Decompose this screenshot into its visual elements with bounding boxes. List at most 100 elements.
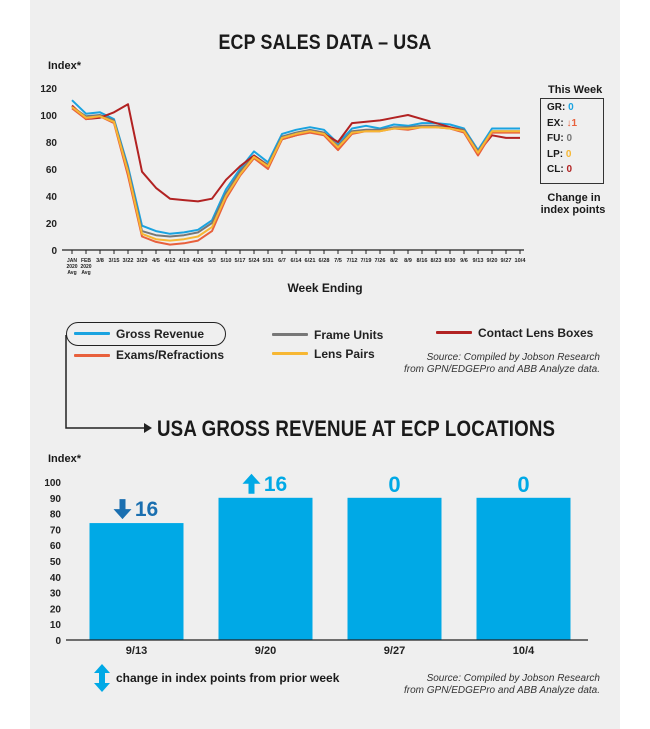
this-week-value: 0 [566, 164, 573, 175]
bar-y-tick-label: 10 [50, 620, 62, 631]
legend-gross-revenue: Gross Revenue [116, 327, 205, 341]
legend-lens-pairs: Lens Pairs [314, 347, 375, 361]
this-week-label: EX: [547, 117, 567, 129]
bar-change-label: 0 [517, 472, 529, 497]
this-week-label: FU: [547, 133, 567, 144]
line-x-tick-label: 8/16 [417, 258, 428, 264]
source-note-1-line1: Source: Compiled by Jobson Research [426, 352, 600, 363]
line-chart-xlabel: Week Ending [287, 281, 363, 295]
this-week-value: 1 [571, 117, 578, 129]
line-x-tick-label: 6/14 [291, 258, 303, 264]
this-week-row: LP: 0 [547, 149, 571, 160]
this-week-caption-2: index points [540, 204, 606, 216]
line-x-tick-label: 7/26 [375, 258, 386, 264]
this-week-value: 0 [566, 133, 573, 144]
this-week-value: 0 [565, 148, 572, 160]
line-x-tick-label: 5/31 [263, 258, 274, 264]
line-x-tick-label: 7/5 [334, 258, 342, 264]
bar-x-tick-label: 9/20 [255, 645, 276, 657]
this-week-row: FU: 0 [547, 133, 572, 144]
line-x-tick-label: 4/26 [193, 258, 204, 264]
line-x-tick-label: 7/19 [361, 258, 372, 264]
legend-highlight-box [66, 322, 226, 346]
bar-chart-ylabel: Index* [48, 453, 82, 465]
bar-x-tick-label: 9/27 [384, 645, 405, 657]
line-x-tick-label: 9/27 [501, 258, 512, 264]
source-note-1-line2: from GPN/EDGEPro and ABB Analyze data. [403, 364, 600, 375]
line-y-tick-label: 120 [40, 84, 57, 95]
line-y-tick-label: 80 [46, 138, 58, 149]
line-x-tick-label: 4/12 [165, 258, 176, 264]
line-chart-title: ECP SALES DATA – USA [218, 31, 432, 54]
this-week-label: LP: [547, 148, 566, 160]
line-x-tick-label: 3/15 [109, 258, 120, 264]
series-line-lens-pairs [71, 106, 520, 242]
legend-swatch-exams [74, 354, 110, 357]
line-x-tick-label: 9/6 [460, 258, 468, 264]
bar-y-tick-label: 60 [50, 541, 62, 552]
this-week-caption-1: Change in [547, 192, 601, 204]
line-x-tick-label: 4/5 [152, 258, 160, 264]
this-week-row: GR: 0 [547, 102, 574, 113]
line-x-tick-label: 3/22 [123, 258, 134, 264]
this-week-box [540, 98, 604, 184]
legend-exams-refractions: Exams/Refractions [116, 348, 225, 362]
legend-frame-units: Frame Units [314, 328, 384, 342]
bar-y-tick-label: 0 [55, 636, 61, 647]
legend-contact-lens-boxes: Contact Lens Boxes [478, 326, 594, 340]
legend-swatch-frame-units [272, 333, 308, 336]
line-x-tick-label: 7/12 [347, 258, 358, 264]
line-x-tick-label: 6/7 [278, 258, 286, 264]
this-week-title: This Week [548, 84, 603, 96]
bar-y-tick-label: 50 [50, 557, 62, 568]
change-note: change in index points from prior week [116, 671, 340, 685]
source-note-2: Source: Compiled by Jobson Research from… [360, 673, 600, 697]
bar-9-20 [218, 497, 313, 640]
line-chart-ylabel: Index* [48, 60, 82, 72]
bar-y-tick-label: 70 [50, 525, 62, 536]
bar-change-label: 16 [135, 498, 158, 521]
line-x-tick-label: 8/30 [445, 258, 456, 264]
legend-swatch-gross-revenue [74, 332, 110, 335]
arrow-up-icon [242, 473, 261, 494]
bar-9-13 [89, 523, 184, 640]
bar-y-tick-label: 30 [50, 589, 62, 600]
line-x-tick-label: 6/21 [305, 258, 316, 264]
bar-y-tick-label: 40 [50, 573, 62, 584]
bar-10-4 [476, 497, 571, 640]
line-x-tick-label: 8/9 [404, 258, 412, 264]
bar-x-tick-label: 9/13 [126, 645, 147, 657]
connector-arrow [65, 335, 152, 433]
line-y-tick-label: 20 [46, 219, 58, 230]
legend-swatch-contact-lens [436, 331, 472, 334]
line-x-tick-label: 8/2 [390, 258, 398, 264]
this-week-row: CL: 0 [547, 164, 572, 175]
source-note-1: Source: Compiled by Jobson Research from… [360, 352, 600, 376]
this-week-label: GR: [547, 102, 569, 113]
bar-y-tick-label: 20 [50, 604, 62, 615]
line-x-tick-label: 10/4 [515, 258, 527, 264]
line-x-tick-label: 3/8 [96, 258, 104, 264]
line-x-tick-label: 4/19 [179, 258, 190, 264]
line-y-tick-label: 40 [46, 192, 58, 203]
line-x-tick-label: 5/24 [249, 258, 261, 264]
this-week-label: CL: [547, 164, 567, 175]
line-x-tick-label: 6/28 [319, 258, 330, 264]
bar-x-tick-label: 10/4 [513, 645, 535, 657]
series-line-gross-revenue [71, 99, 520, 235]
bar-y-tick-label: 80 [50, 510, 62, 521]
bar-y-tick-label: 90 [50, 494, 62, 505]
line-y-tick-label: 0 [51, 246, 57, 257]
line-x-tick-label: 8/23 [431, 258, 442, 264]
line-x-tick-label: 3/29 [137, 258, 148, 264]
source-note-2-line1: Source: Compiled by Jobson Research [426, 673, 600, 684]
line-x-tick-label: 5/17 [235, 258, 246, 264]
line-x-tick-label: 9/13 [473, 258, 484, 264]
line-x-tick-label: FEB 2020 Avg [80, 258, 91, 276]
source-note-2-line2: from GPN/EDGEPro and ABB Analyze data. [403, 685, 600, 696]
line-x-tick-label: 5/10 [221, 258, 232, 264]
legend-swatch-lens-pairs [272, 352, 308, 355]
arrow-down-icon [113, 499, 132, 520]
